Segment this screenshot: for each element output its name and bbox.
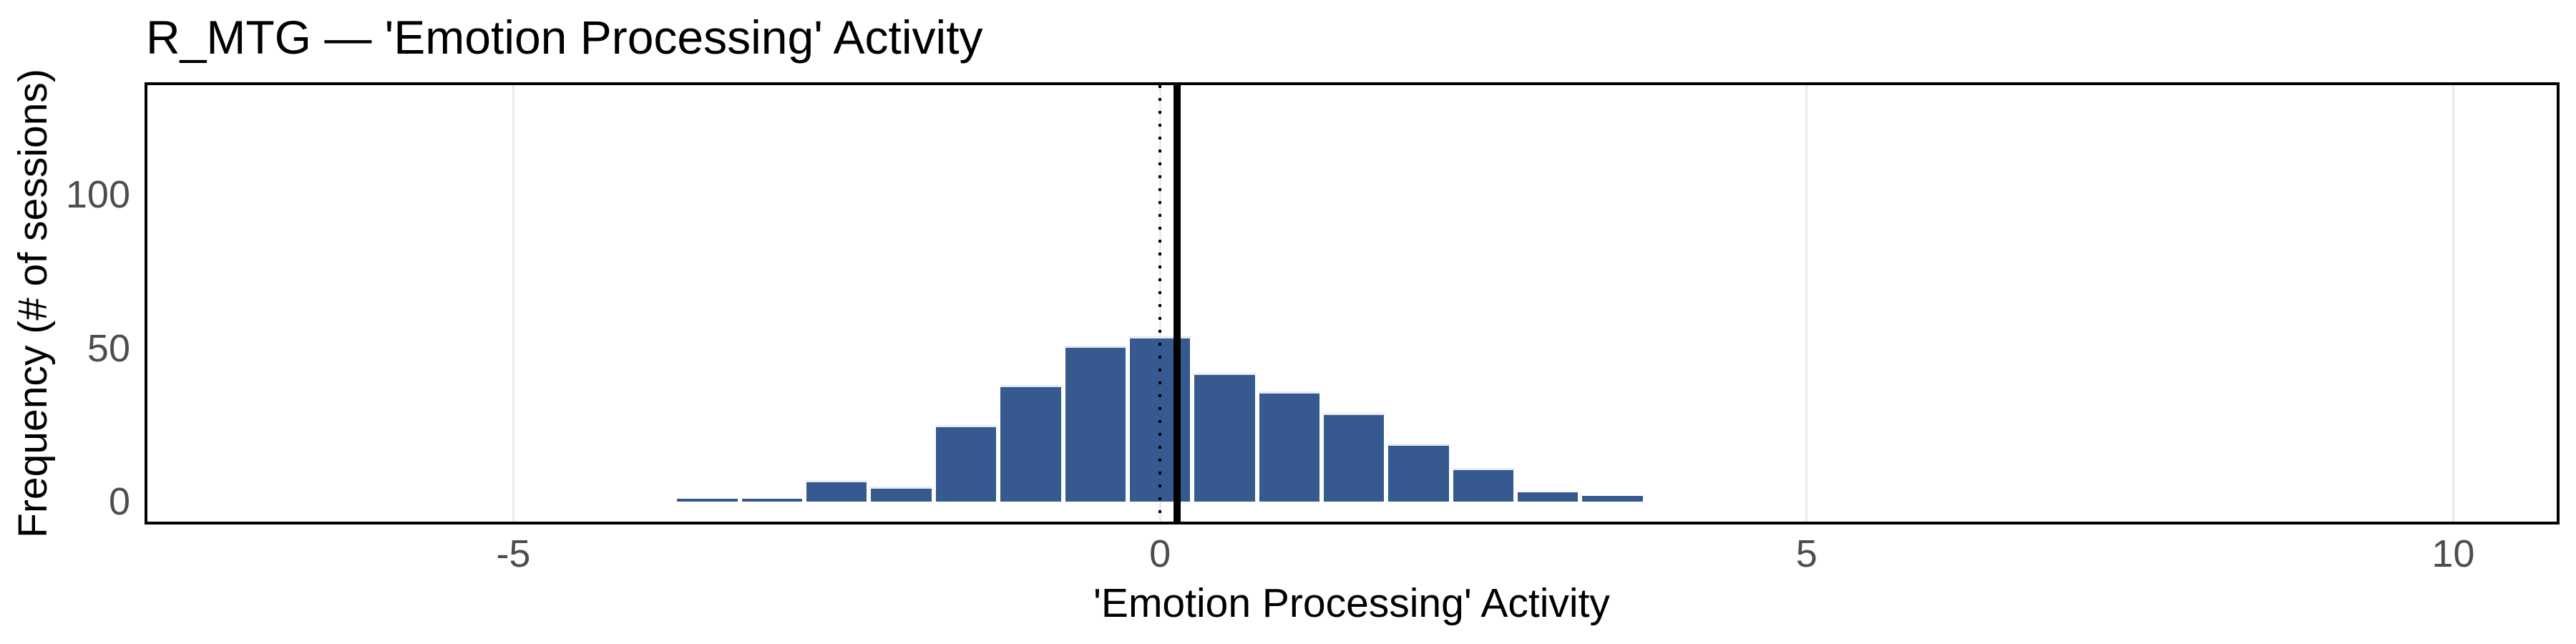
histogram-bar <box>1450 468 1516 502</box>
x-gridline <box>512 85 514 522</box>
histogram-bar <box>804 480 869 502</box>
y-tick-label: 0 <box>108 480 130 524</box>
histogram-bar <box>1192 373 1257 502</box>
plot-panel <box>145 82 2560 525</box>
x-tick-label: 0 <box>1149 532 1171 575</box>
y-tick-label: 100 <box>65 173 130 217</box>
histogram-bar <box>1580 495 1645 502</box>
x-gridline <box>2451 85 2454 522</box>
x-tick-label: 10 <box>2431 532 2475 575</box>
histogram-bar <box>1386 443 1451 502</box>
histogram-bar <box>933 424 999 502</box>
plot-title: R_MTG — 'Emotion Processing' Activity <box>146 11 983 64</box>
x-tick-label: 5 <box>1795 532 1818 575</box>
x-tick-label: -5 <box>496 532 531 575</box>
histogram-bar <box>998 385 1063 502</box>
mean-solid-line <box>1173 85 1181 522</box>
y-tick-label: 50 <box>87 326 130 370</box>
x-gridline <box>1805 85 1808 522</box>
histogram-bar <box>1257 391 1322 502</box>
zero-reference-dotted-line <box>1158 85 1162 522</box>
histogram-bar <box>869 486 934 502</box>
histogram-bar <box>1322 412 1387 502</box>
x-axis-title: 'Emotion Processing' Activity <box>1093 580 1610 626</box>
y-axis-title: Frequency (# of sessions) <box>10 69 56 538</box>
histogram-bar <box>675 498 740 502</box>
histogram-bar <box>1063 345 1128 502</box>
histogram-bar <box>1516 492 1581 502</box>
histogram-bar <box>739 498 805 502</box>
